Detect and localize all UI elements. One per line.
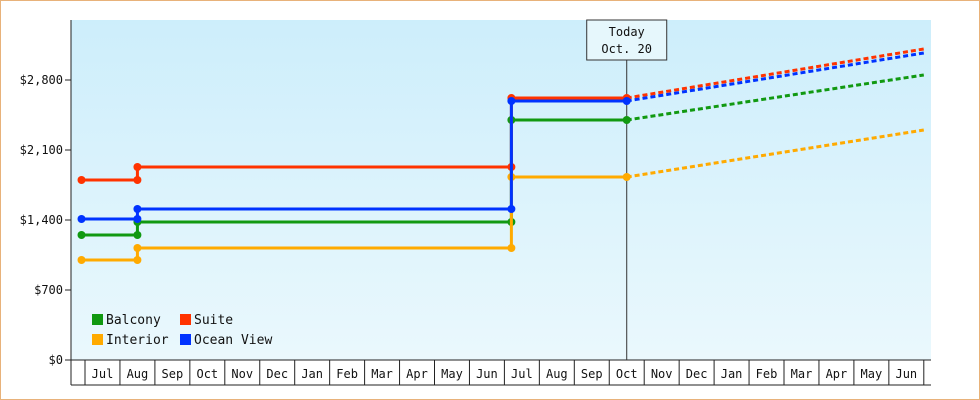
data-point-suite-1 xyxy=(133,176,142,184)
legend-swatch-ocean-view xyxy=(180,334,191,345)
x-tick-label-2: Sep xyxy=(162,367,184,381)
x-tick-label-15: Oct xyxy=(616,367,638,381)
x-tick-label-6: Jan xyxy=(301,367,323,381)
today-box xyxy=(586,19,668,61)
x-tick-label-20: Mar xyxy=(791,367,813,381)
data-point-suite-0 xyxy=(77,176,86,184)
x-tick-label-18: Jan xyxy=(721,367,743,381)
x-tick-label-13: Aug xyxy=(546,367,568,381)
legend-label-balcony: Balcony xyxy=(106,313,161,328)
x-tick-label-9: Apr xyxy=(406,367,428,381)
x-axis: Jul Aug Sep Oct Nov Dec Jan Feb Mar Apr May Jun Jul A… xyxy=(70,359,931,386)
today-label: Today xyxy=(609,25,645,39)
x-tick-label-3: Oct xyxy=(196,367,218,381)
x-tick-label-0: Jul xyxy=(92,367,114,381)
x-tick-label-4: Nov xyxy=(231,367,253,381)
x-tick-label-14: Sep xyxy=(581,367,603,381)
data-point-balcony-1 xyxy=(133,231,142,239)
data-point-suite-2 xyxy=(133,163,142,171)
x-tick-label-8: Mar xyxy=(371,367,393,381)
x-tick-label-23: Jun xyxy=(895,367,917,381)
x-tick-label-19: Feb xyxy=(756,367,778,381)
data-point-interior-5 xyxy=(622,173,631,181)
legend-label-ocean-view: Ocean View xyxy=(194,333,272,348)
y-tick-label-4: $2,800 xyxy=(20,73,63,87)
data-point-balcony-0 xyxy=(77,231,86,239)
x-tick-label-22: May xyxy=(861,367,883,381)
data-point-ocean-view-4 xyxy=(507,97,516,105)
legend-label-interior: Interior xyxy=(106,333,169,348)
data-point-ocean-view-2 xyxy=(133,205,142,213)
series-forecast-balcony xyxy=(626,73,925,122)
series-line-suite xyxy=(81,96,627,182)
legend-swatch-suite xyxy=(180,314,191,325)
x-tick-label-5: Dec xyxy=(266,367,288,381)
y-tick-label-2: $1,400 xyxy=(20,213,63,227)
today-marker: Today Oct. 20 xyxy=(586,19,668,360)
y-axis: $0 $700 $1,400 $2,100 $2,800 xyxy=(20,20,72,367)
series-line-interior xyxy=(81,175,627,262)
plot-background xyxy=(71,20,931,360)
legend-label-suite: Suite xyxy=(194,313,233,328)
y-tick-label-1: $700 xyxy=(34,283,63,297)
data-point-interior-0 xyxy=(77,256,86,264)
data-point-interior-1 xyxy=(133,256,142,264)
data-point-balcony-5 xyxy=(622,116,631,124)
series-ocean-view xyxy=(77,51,925,223)
series-interior xyxy=(77,128,925,264)
x-tick-label-17: Dec xyxy=(686,367,708,381)
x-tick-label-12: Jul xyxy=(511,367,533,381)
x-tick-label-11: Jun xyxy=(476,367,498,381)
x-tick-label-7: Feb xyxy=(336,367,358,381)
x-tick-label-10: May xyxy=(441,367,463,381)
series-forecast-suite xyxy=(626,47,925,100)
x-tick-label-1: Aug xyxy=(127,367,149,381)
x-tick-label-16: Nov xyxy=(651,367,673,381)
series-forecast-ocean-view xyxy=(626,51,925,103)
series-forecast-interior xyxy=(626,128,925,179)
data-point-interior-2 xyxy=(133,244,142,252)
legend: Balcony Suite Interior Ocean View xyxy=(92,313,272,348)
series-group xyxy=(77,47,925,264)
legend-swatch-balcony xyxy=(92,314,103,325)
data-point-interior-3 xyxy=(507,244,516,252)
series-line-ocean-view xyxy=(81,99,627,221)
y-tick-label-0: $0 xyxy=(49,353,63,367)
data-point-ocean-view-0 xyxy=(77,215,86,223)
data-point-ocean-view-5 xyxy=(622,97,631,105)
y-tick-label-3: $2,100 xyxy=(20,143,63,157)
legend-swatch-interior xyxy=(92,334,103,345)
x-tick-label-21: Apr xyxy=(826,367,848,381)
today-date: Oct. 20 xyxy=(601,42,652,56)
data-point-ocean-view-3 xyxy=(507,205,516,213)
data-point-ocean-view-1 xyxy=(133,215,142,223)
series-line-balcony xyxy=(81,118,627,237)
